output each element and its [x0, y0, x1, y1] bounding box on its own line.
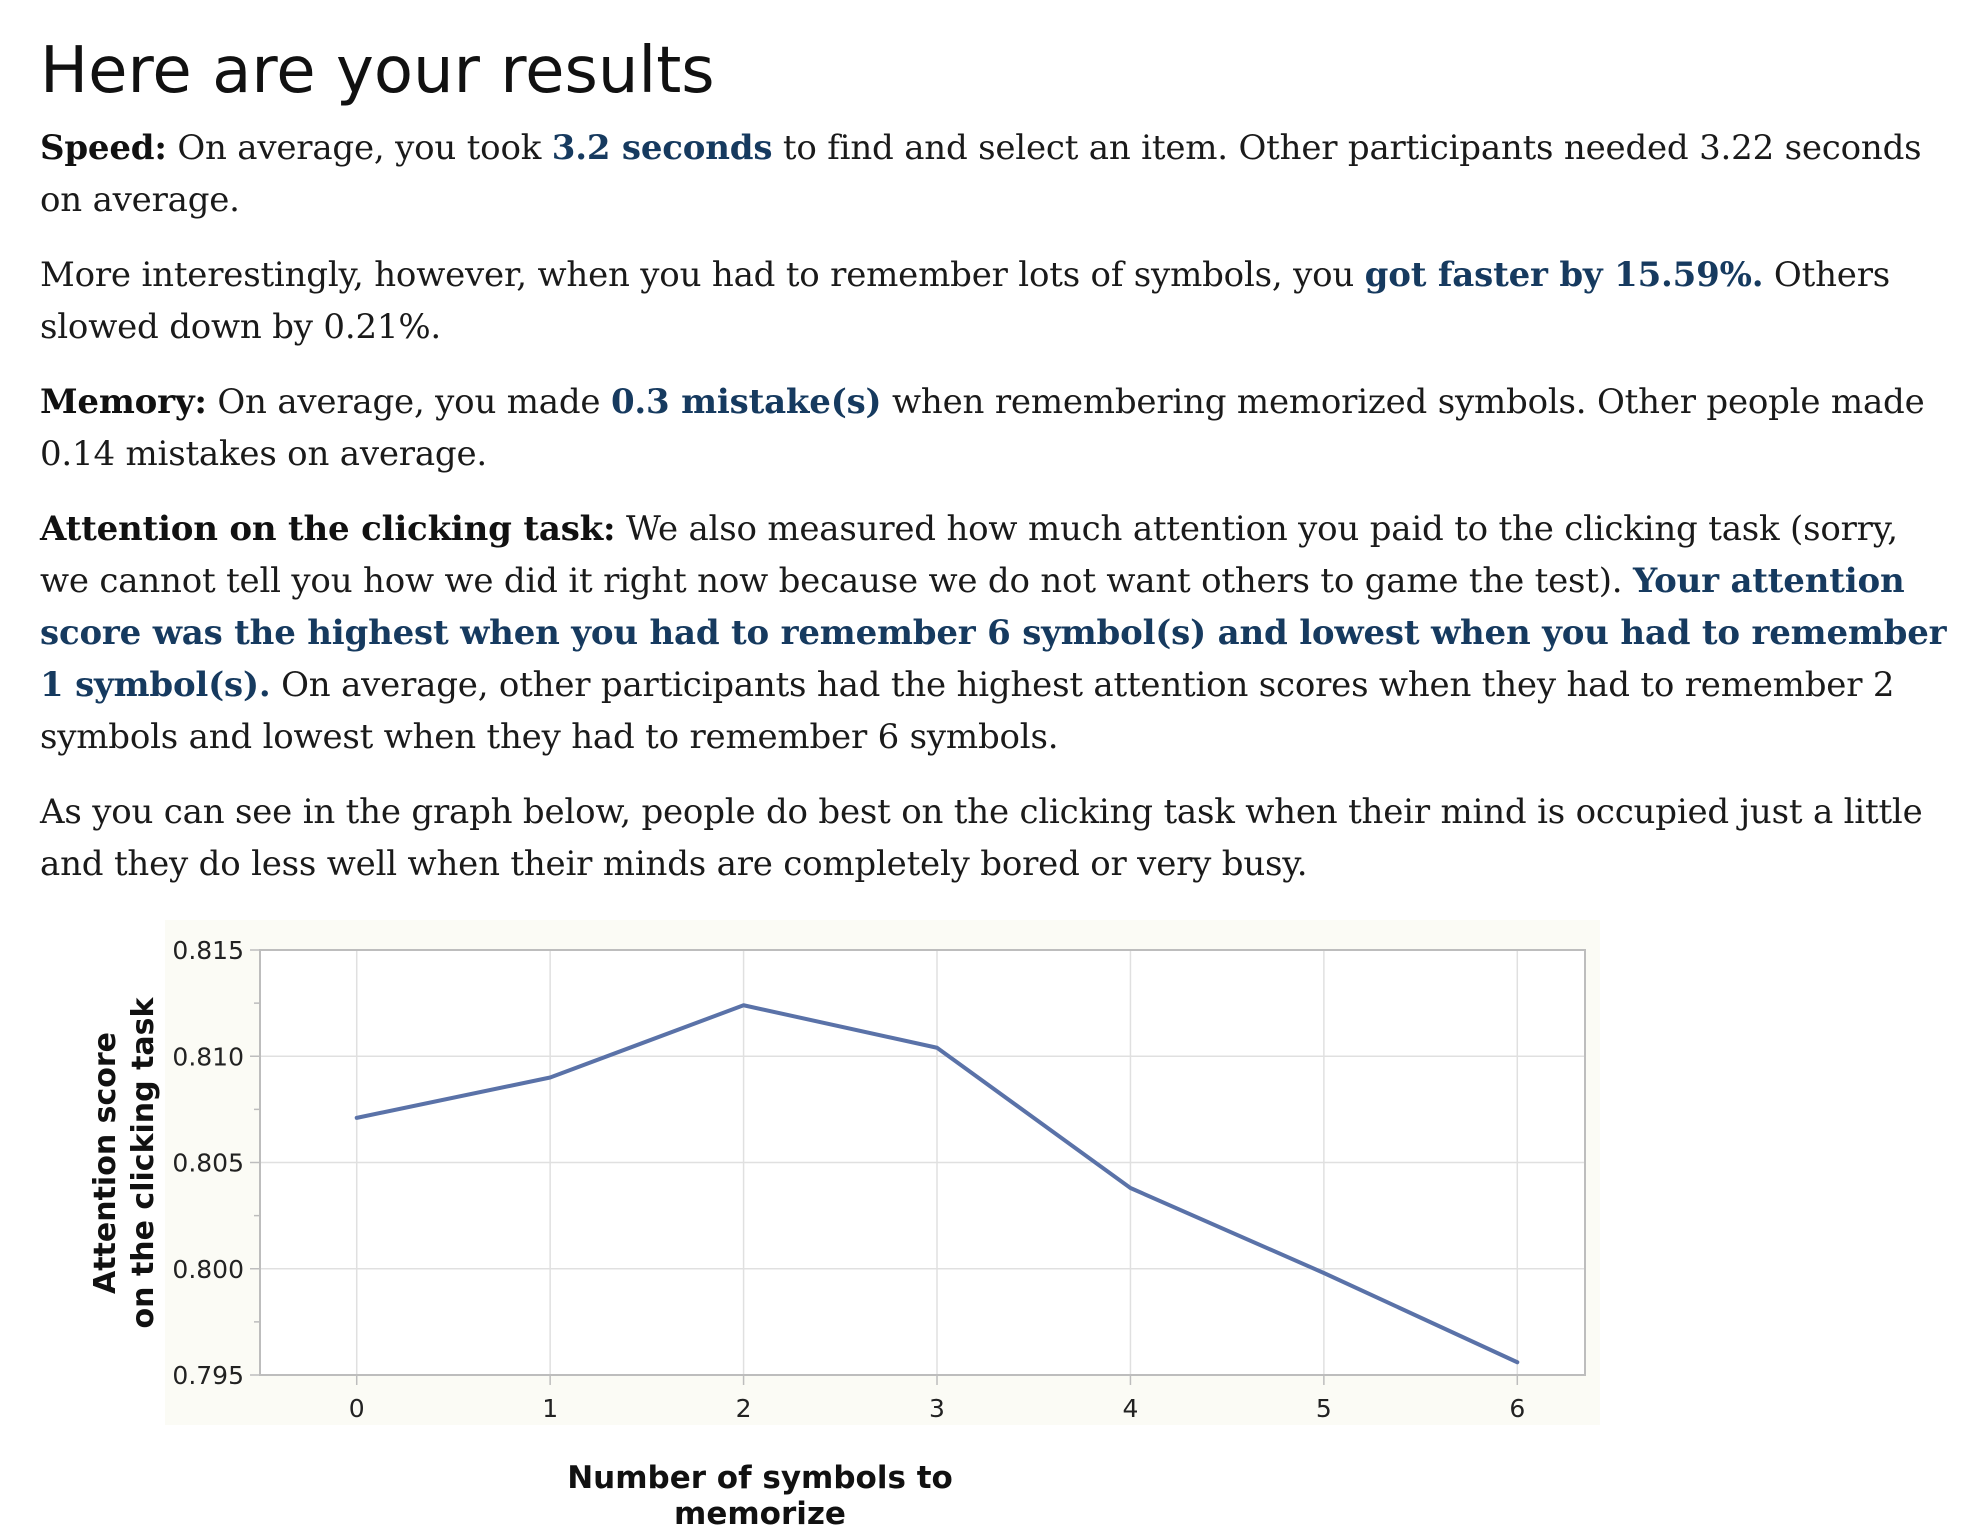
y-axis-title-line-2: on the clicking task	[125, 973, 163, 1353]
attention-label: Attention on the clicking task:	[40, 509, 615, 549]
speed-value: 3.2 seconds	[552, 128, 773, 168]
y-tick-label: 0.815	[172, 936, 244, 965]
memory-label: Memory:	[40, 382, 207, 422]
memory-value: 0.3 mistake(s)	[611, 382, 881, 422]
speed-change-value: got faster by 15.59%.	[1365, 255, 1764, 295]
results-page: Here are your results Speed: On average,…	[40, 20, 1950, 913]
speed-paragraph: Speed: On average, you took 3.2 seconds …	[40, 122, 1950, 226]
x-tick-label: 0	[349, 1394, 365, 1423]
y-tick-label: 0.810	[172, 1042, 244, 1071]
graph-intro-paragraph: As you can see in the graph below, peopl…	[40, 786, 1950, 890]
attention-paragraph: Attention on the clicking task: We also …	[40, 503, 1950, 763]
x-tick-label: 3	[929, 1394, 945, 1423]
y-tick-label: 0.795	[172, 1361, 244, 1390]
y-axis-title: Attention score on the clicking task	[87, 973, 163, 1353]
speed-label: Speed:	[40, 128, 167, 168]
page-title: Here are your results	[40, 20, 1950, 114]
memory-paragraph: Memory: On average, you made 0.3 mistake…	[40, 376, 1950, 480]
speed-change-paragraph: More interestingly, however, when you ha…	[40, 249, 1950, 353]
attention-text-2: On average, other participants had the h…	[40, 665, 1894, 757]
y-tick-label: 0.800	[172, 1255, 244, 1284]
x-tick-label: 2	[736, 1394, 752, 1423]
x-tick-label: 4	[1122, 1394, 1138, 1423]
speed-change-text-1: More interestingly, however, when you ha…	[40, 255, 1365, 295]
y-axis-title-line-1: Attention score	[87, 973, 125, 1353]
y-tick-label: 0.805	[172, 1149, 244, 1178]
x-tick-label: 6	[1509, 1394, 1525, 1423]
x-axis-title: Number of symbols to memorize	[520, 1460, 1000, 1532]
chart-canvas: 0.815 0.810 0.805 0.800 0.795 0 1 2 3 4 5 6	[40, 910, 1600, 1510]
attention-chart: 0.815 0.810 0.805 0.800 0.795 0 1 2 3 4 5 6 Attenti…	[40, 910, 1600, 1510]
x-tick-label: 1	[542, 1394, 558, 1423]
memory-text-1: On average, you made	[207, 382, 611, 422]
x-tick-label: 5	[1316, 1394, 1332, 1423]
speed-text-1: On average, you took	[167, 128, 552, 168]
